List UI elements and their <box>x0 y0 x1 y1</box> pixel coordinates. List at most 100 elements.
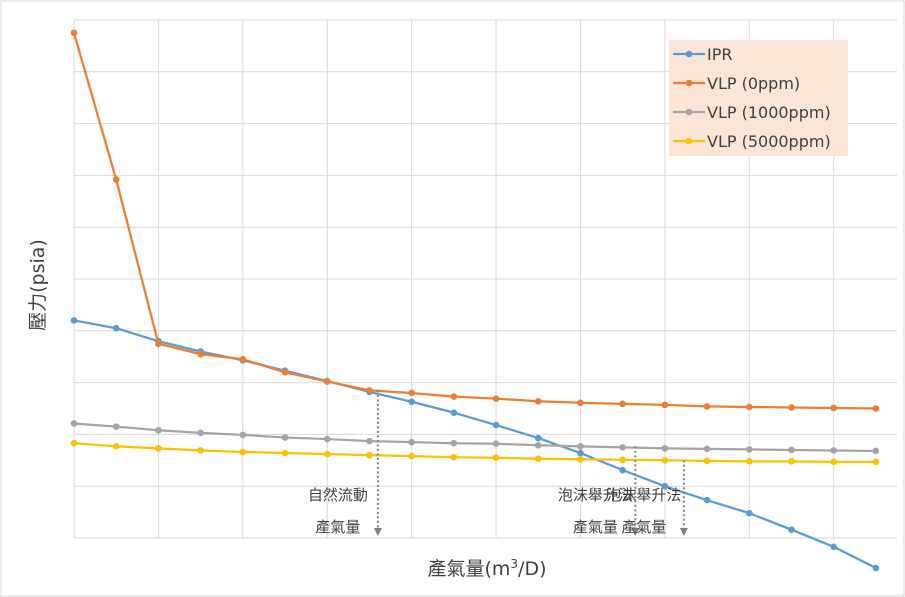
legend: IPR VLP (0ppm) VLP (1000ppm) VLP (5000ppm) <box>669 40 848 156</box>
legend-entry-label: VLP (0ppm) <box>707 74 800 93</box>
data-point-vlp-0ppm <box>577 399 584 407</box>
annotation-arrowhead <box>373 528 382 536</box>
data-point-vlp-5000ppm <box>745 458 753 465</box>
data-point-vlp-1000ppm <box>703 445 711 453</box>
data-point-vlp-0ppm <box>70 29 78 37</box>
data-point-vlp-0ppm <box>450 393 458 400</box>
data-point-vlp-5000ppm <box>323 450 331 458</box>
data-point-vlp-1000ppm <box>155 426 162 434</box>
series-line-vlp-1000ppm <box>73 422 876 453</box>
legend-swatch-marker-ipr <box>685 50 693 58</box>
data-point-vlp-0ppm <box>112 176 120 183</box>
axes <box>73 20 897 539</box>
data-point-vlp-1000ppm <box>872 447 880 455</box>
data-point-vlp-5000ppm <box>197 447 204 454</box>
data-point-vlp-0ppm <box>872 405 880 412</box>
data-point-vlp-1000ppm <box>534 441 542 449</box>
data-point-vlp-5000ppm <box>619 456 626 464</box>
data-point-vlp-1000ppm <box>408 438 415 446</box>
series-line-vlp-5000ppm <box>73 442 876 463</box>
annotation-label-line2: 產氣量 <box>621 518 666 536</box>
data-point-vlp-5000ppm <box>70 439 78 447</box>
data-point-vlp-0ppm <box>366 387 373 394</box>
data-point-vlp-1000ppm <box>323 435 331 443</box>
data-point-vlp-0ppm <box>197 350 204 358</box>
annotation-label-line1: 泡沫舉升法 <box>558 486 633 504</box>
annotation-arrowhead <box>631 528 640 536</box>
data-point-vlp-5000ppm <box>281 449 289 457</box>
data-point-vlp-1000ppm <box>745 446 753 453</box>
annotation-arrowhead <box>679 528 688 536</box>
data-point-vlp-5000ppm <box>830 458 837 466</box>
data-point-ipr <box>872 564 880 572</box>
data-point-ipr <box>661 482 669 490</box>
data-point-vlp-0ppm <box>281 368 289 376</box>
data-point-vlp-1000ppm <box>830 447 837 454</box>
data-point-ipr <box>492 421 500 429</box>
data-point-vlp-0ppm <box>661 401 669 409</box>
data-point-vlp-5000ppm <box>534 455 542 463</box>
data-point-ipr <box>534 434 542 442</box>
data-point-vlp-0ppm <box>323 378 331 385</box>
data-point-ipr <box>619 466 626 474</box>
data-point-vlp-5000ppm <box>450 453 458 461</box>
data-point-vlp-0ppm <box>239 355 247 363</box>
data-point-vlp-5000ppm <box>366 451 373 459</box>
data-point-ipr <box>112 324 120 332</box>
series-line-vlp-0ppm <box>72 32 876 410</box>
data-point-vlp-0ppm <box>703 403 711 410</box>
data-point-vlp-1000ppm <box>197 429 204 437</box>
data-point-vlp-5000ppm <box>703 457 711 465</box>
data-point-ipr <box>408 398 415 406</box>
data-point-vlp-1000ppm <box>366 437 373 445</box>
data-point-vlp-0ppm <box>492 395 500 402</box>
legend-background <box>669 40 848 156</box>
x-axis-title: 產氣量(m3/D) <box>427 557 546 580</box>
data-point-vlp-1000ppm <box>450 439 458 447</box>
data-point-vlp-0ppm <box>155 340 162 348</box>
data-point-vlp-5000ppm <box>112 443 120 450</box>
data-point-vlp-1000ppm <box>239 431 247 439</box>
data-point-vlp-0ppm <box>788 404 795 411</box>
series-group <box>70 29 880 572</box>
data-point-vlp-1000ppm <box>70 420 78 427</box>
annotation-label-line1: 泡沫舉升法 <box>606 486 681 504</box>
legend-entry-label: VLP (1000ppm) <box>707 103 831 122</box>
data-point-ipr <box>745 509 753 517</box>
annotation-label-line1: 自然流動 <box>308 486 368 504</box>
data-point-vlp-0ppm <box>745 403 753 411</box>
data-point-vlp-1000ppm <box>788 446 795 454</box>
data-point-vlp-5000ppm <box>408 452 415 460</box>
data-point-vlp-1000ppm <box>619 444 626 451</box>
legend-entry-label: VLP (5000ppm) <box>707 132 831 151</box>
data-point-vlp-1000ppm <box>112 423 120 430</box>
data-point-vlp-5000ppm <box>872 458 880 466</box>
data-point-vlp-0ppm <box>830 404 837 412</box>
data-point-vlp-5000ppm <box>239 448 247 456</box>
series-line-ipr <box>73 319 877 570</box>
legend-swatch-marker-vlp-5000ppm <box>685 137 693 145</box>
data-point-vlp-1000ppm <box>281 434 289 441</box>
data-point-vlp-0ppm <box>534 397 542 405</box>
data-point-ipr <box>70 317 78 324</box>
data-point-vlp-1000ppm <box>577 443 584 450</box>
annotation-label-line2: 產氣量 <box>573 518 618 536</box>
data-point-vlp-1000ppm <box>661 445 669 452</box>
data-point-vlp-5000ppm <box>577 455 584 463</box>
legend-swatch-marker-vlp-1000ppm <box>685 108 693 116</box>
data-point-ipr <box>788 526 795 534</box>
data-point-vlp-0ppm <box>619 400 626 408</box>
data-point-ipr <box>703 496 711 504</box>
data-point-vlp-0ppm <box>408 389 415 397</box>
data-point-ipr <box>450 409 458 416</box>
data-point-vlp-1000ppm <box>492 440 500 448</box>
data-point-ipr <box>830 543 837 551</box>
data-point-ipr <box>577 449 584 457</box>
legend-swatch-marker-vlp-0ppm <box>685 79 693 87</box>
data-point-vlp-5000ppm <box>788 458 795 465</box>
data-point-vlp-5000ppm <box>155 445 162 452</box>
y-axis-title: 壓力(psia) <box>27 239 49 331</box>
